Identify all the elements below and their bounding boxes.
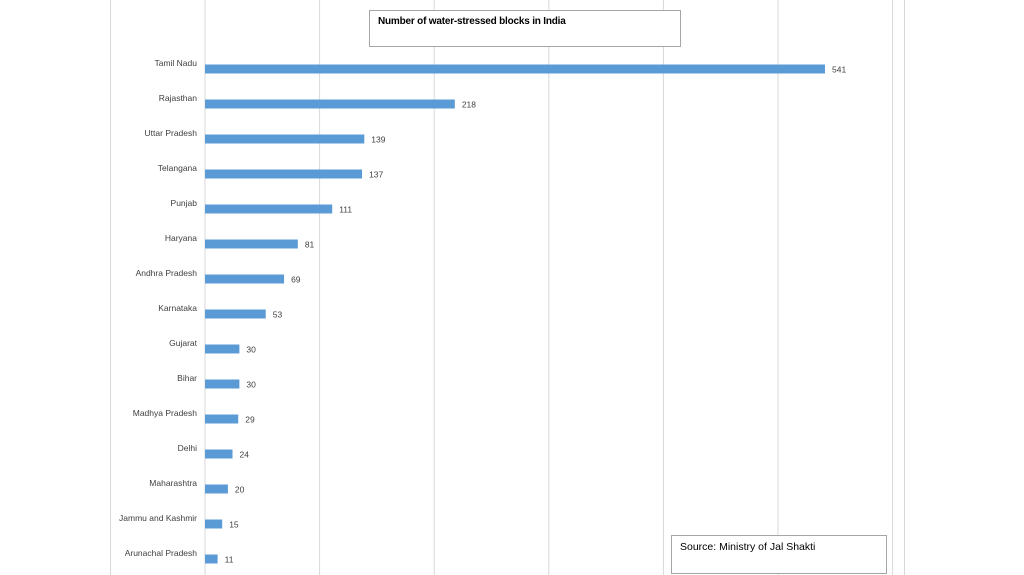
bar: [205, 414, 239, 424]
bar: [205, 169, 363, 179]
data-label: 81: [305, 240, 315, 250]
data-label: 541: [832, 65, 846, 75]
category-label: Tamil Nadu: [154, 58, 197, 68]
bar: [205, 484, 228, 494]
bar: [205, 449, 233, 459]
data-label: 30: [246, 345, 256, 355]
category-label: Haryana: [165, 233, 197, 243]
gridlines: [204, 0, 894, 575]
data-label: 20: [235, 485, 245, 495]
chart-title-box: Number of water-stressed blocks in India: [369, 10, 681, 47]
source-box: Source: Ministry of Jal Shakti: [671, 535, 887, 574]
bar: [205, 344, 240, 354]
category-label: Punjab: [171, 198, 198, 208]
chart-area: [110, 0, 905, 575]
data-label: 111: [339, 205, 352, 215]
bar: [205, 274, 285, 284]
bar: [205, 239, 298, 249]
category-label: Andhra Pradesh: [136, 268, 198, 278]
data-label: 15: [229, 520, 239, 530]
data-label: 139: [371, 135, 385, 145]
data-label: 137: [369, 170, 383, 180]
category-label: Uttar Pradesh: [145, 128, 198, 138]
category-label: Telangana: [158, 163, 198, 173]
bar: [205, 554, 218, 564]
category-label: Karnataka: [158, 303, 197, 313]
bar: [205, 379, 240, 389]
category-label: Madhya Pradesh: [133, 408, 198, 418]
category-label: Bihar: [177, 373, 197, 383]
category-label: Delhi: [178, 443, 197, 453]
bar: [205, 204, 333, 214]
data-label: 53: [273, 310, 283, 320]
data-label: 24: [240, 450, 250, 460]
data-label: 69: [291, 275, 301, 285]
source-label: Source: Ministry of Jal Shakti: [680, 541, 816, 553]
chart-title: Number of water-stressed blocks in India: [378, 16, 566, 27]
bar: [205, 64, 825, 74]
bar: [205, 519, 223, 529]
bar: [205, 134, 365, 144]
category-label: Jammu and Kashmir: [119, 513, 197, 523]
bar: [205, 99, 455, 109]
data-label: 11: [225, 555, 234, 565]
category-label: Maharashtra: [149, 478, 197, 488]
category-label: Rajasthan: [159, 93, 198, 103]
data-label: 30: [246, 380, 256, 390]
bar: [205, 309, 266, 319]
category-label: Gujarat: [169, 338, 198, 348]
data-label: 218: [462, 100, 476, 110]
category-label: Arunachal Pradesh: [125, 548, 198, 558]
data-label: 29: [245, 415, 255, 425]
